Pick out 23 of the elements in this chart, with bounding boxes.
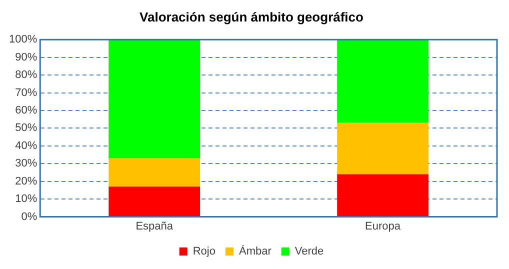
bar xyxy=(337,122,428,174)
legend-label: Verde xyxy=(294,246,324,258)
y-tick-label: 0% xyxy=(21,210,38,223)
y-tick-label: 80% xyxy=(15,69,38,82)
x-tick-label: España xyxy=(136,220,174,232)
bar xyxy=(108,186,200,216)
x-tick-label: Europa xyxy=(365,220,402,232)
y-tick-label: 100% xyxy=(8,34,38,46)
y-tick-label: 90% xyxy=(15,51,38,64)
y-tick-label: 10% xyxy=(15,193,38,206)
bar xyxy=(108,40,200,158)
chart-title: Valoración según ámbito geográfico xyxy=(140,9,364,24)
y-tick-label: 70% xyxy=(15,86,38,99)
bar xyxy=(337,174,428,216)
bar xyxy=(337,40,428,123)
legend-label: Rojo xyxy=(192,246,216,258)
bar xyxy=(108,158,200,187)
y-tick-label: 30% xyxy=(15,158,38,170)
y-tick-label: 60% xyxy=(15,104,38,117)
y-tick-label: 50% xyxy=(15,122,38,134)
legend-label: Ámbar xyxy=(238,244,272,258)
y-tick-label: 40% xyxy=(15,140,38,152)
y-tick-label: 20% xyxy=(15,175,38,188)
